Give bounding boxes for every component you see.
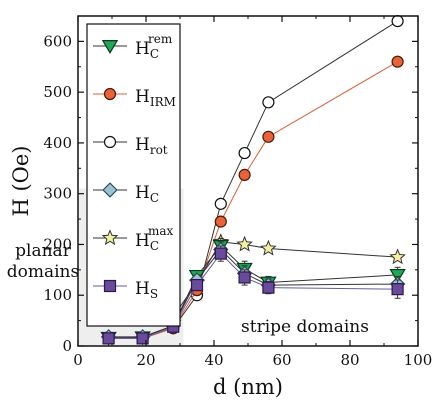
y-tick-label-5: 500 xyxy=(43,83,72,101)
y-tick-label-4: 400 xyxy=(43,134,72,152)
series-hirm-point-4 xyxy=(214,215,227,228)
series-hrot-point-5 xyxy=(238,146,251,160)
series-hirm-point-5 xyxy=(238,168,251,182)
annotation-stripe-domains: stripe domains xyxy=(241,317,369,337)
series-hrot-point-6 xyxy=(262,96,275,109)
x-tick-label-1: 20 xyxy=(136,351,155,369)
legend-hs-label: HS xyxy=(135,279,158,301)
annotation-planar-line2: domains xyxy=(7,262,79,282)
legend-hrot-label: Hrot xyxy=(135,135,168,157)
legend-hcrem-label-sup: rem xyxy=(148,32,173,46)
legend-hirm-marker xyxy=(103,87,117,101)
legend-hcmax-marker xyxy=(101,229,119,246)
x-tick-label-2: 40 xyxy=(204,351,223,369)
series-hcmax-point-5 xyxy=(236,235,253,252)
x-tick-label-5: 100 xyxy=(404,351,433,369)
series-hs-point-3 xyxy=(190,278,204,292)
series-hcrem-point-7 xyxy=(389,268,406,283)
legend-hcrem-marker xyxy=(101,40,119,54)
x-axis-title: d (nm) xyxy=(213,375,283,399)
legend-hcmax-label: HC xyxy=(135,231,159,253)
legend-box xyxy=(86,23,181,327)
series-hirm-point-6 xyxy=(262,130,275,143)
series-hs-point-4 xyxy=(214,247,227,260)
series-hs-point-5 xyxy=(238,271,251,284)
y-tick-label-6: 600 xyxy=(43,32,72,50)
series-hirm-point-7 xyxy=(391,55,404,68)
series-hs-point-1 xyxy=(136,332,149,345)
x-tick-label-3: 60 xyxy=(272,351,291,369)
y-axis-title: H (Oe) xyxy=(9,145,33,216)
legend-hrot-marker xyxy=(103,135,117,149)
series-hs-point-0 xyxy=(102,332,115,345)
legend-hc-marker xyxy=(102,182,118,198)
series-hs-point-7 xyxy=(391,283,404,296)
y-tick-label-2: 200 xyxy=(43,235,72,253)
series-hcmax-point-7 xyxy=(389,248,406,265)
y-tick-label-0: 0 xyxy=(62,337,72,355)
series-hcmax-point-6 xyxy=(260,239,277,256)
series-hs xyxy=(102,245,404,345)
x-tick-label-4: 80 xyxy=(340,351,359,369)
legend-hirm-label: HIRM xyxy=(135,87,176,109)
legend-hs-marker xyxy=(103,279,117,293)
annotation-planar-line1: planar xyxy=(15,241,72,261)
legend-hcmax-label-sup: max xyxy=(148,224,174,238)
ticks-layer: 0 20 40 60 80 100 0 100 200 300 400 500 600 xyxy=(43,15,433,369)
series-hrot-point-7 xyxy=(391,14,404,28)
y-tick-label-3: 300 xyxy=(43,185,72,203)
legend-hc-label: HC xyxy=(135,183,159,205)
series-hrot-point-4 xyxy=(214,197,227,210)
x-tick-label-0: 0 xyxy=(73,351,83,369)
legend-hcrem-label: HC xyxy=(135,39,159,61)
series-hs-point-6 xyxy=(262,281,275,294)
y-tick-label-1: 100 xyxy=(43,286,72,304)
